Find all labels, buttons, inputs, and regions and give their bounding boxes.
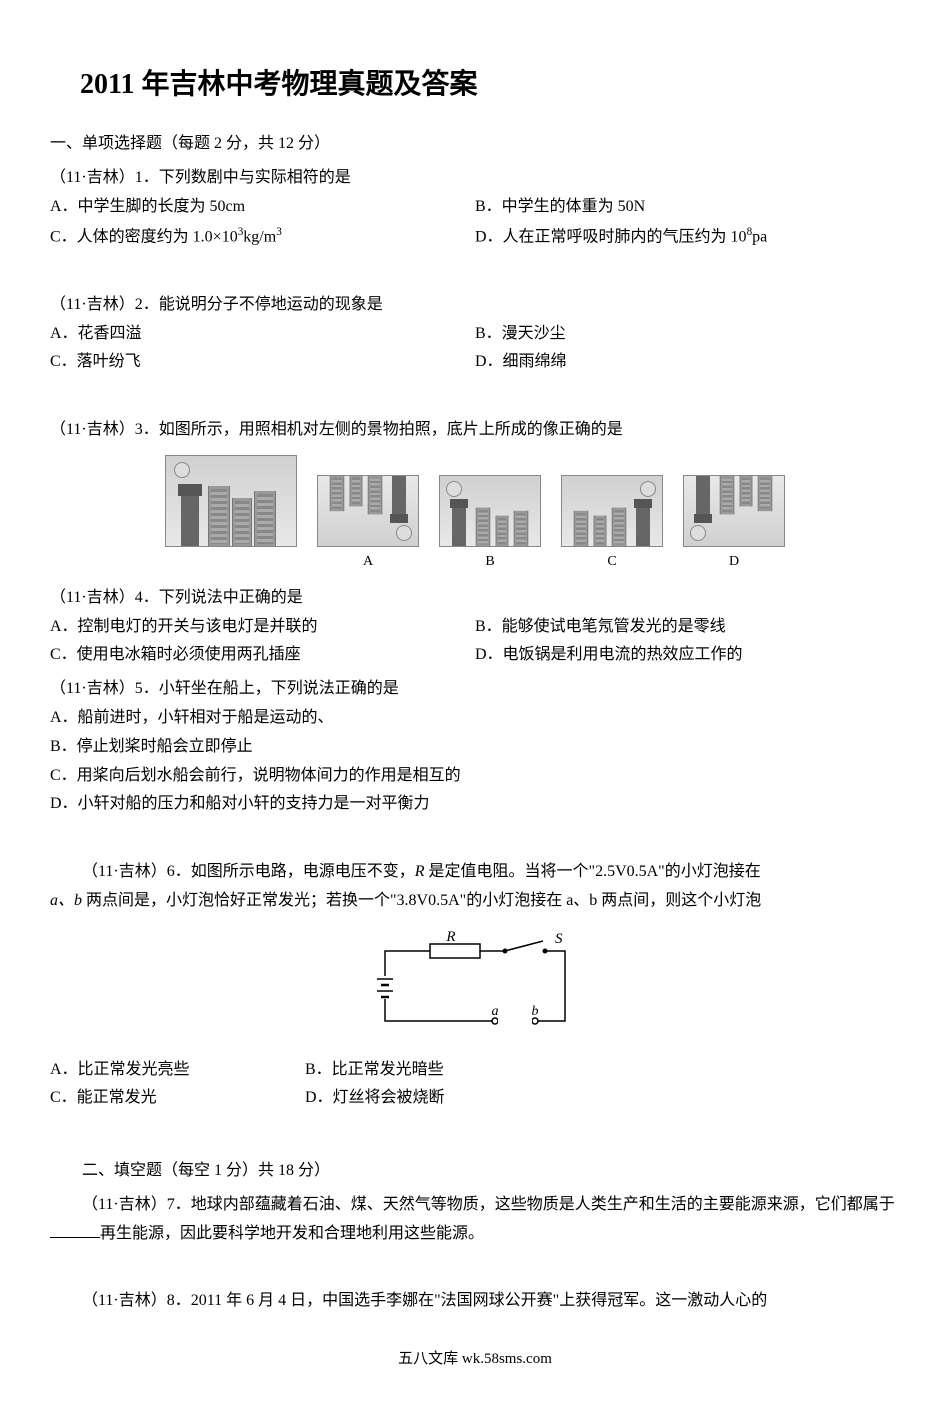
- q4-option-d: D．电饭锅是利用电流的热效应工作的: [475, 641, 900, 670]
- q5-option-d: D．小轩对船的压力和船对小轩的支持力是一对平衡力: [50, 790, 900, 819]
- q1-option-d: D．人在正常呼吸时肺内的气压约为 108pa: [475, 222, 900, 252]
- question-6: （11·吉林）6．如图所示电路，电源电压不变，R 是定值电阻。当将一个"2.5V…: [50, 858, 900, 1113]
- q4-option-a: A．控制电灯的开关与该电灯是并联的: [50, 613, 475, 642]
- q1-option-a: A．中学生脚的长度为 50cm: [50, 193, 475, 222]
- question-1: （11·吉林）1．下列数剧中与实际相符的是 A．中学生脚的长度为 50cm B．…: [50, 164, 900, 252]
- q2-option-d: D．细雨绵绵: [475, 348, 900, 377]
- q5-option-a: A．船前进时，小轩相对于船是运动的、: [50, 704, 900, 733]
- q1-option-c: C．人体的密度约为 1.0×103kg/m3: [50, 222, 475, 252]
- section-2-header: 二、填空题（每空 1 分）共 18 分）: [50, 1157, 900, 1186]
- q3-label-d: D: [683, 549, 785, 574]
- q3-prompt: （11·吉林）3．如图所示，用照相机对左侧的景物拍照，底片上所成的像正确的是: [50, 416, 900, 445]
- q7-blank: [50, 1221, 100, 1238]
- question-5: （11·吉林）5．小轩坐在船上，下列说法正确的是 A．船前进时，小轩相对于船是运…: [50, 675, 900, 819]
- q3-option-b-image: B: [439, 475, 541, 574]
- q3-option-c-image: C: [561, 475, 663, 574]
- circuit-diagram: R S a b: [355, 931, 595, 1041]
- q3-figure: A B C: [50, 455, 900, 574]
- q4-prompt: （11·吉林）4．下列说法中正确的是: [50, 584, 900, 613]
- q3-label-b: B: [439, 549, 541, 574]
- q3-scene-original: [165, 455, 297, 574]
- page-footer: 五八文库 wk.58sms.com: [50, 1346, 900, 1373]
- q1-prompt: （11·吉林）1．下列数剧中与实际相符的是: [50, 164, 900, 193]
- q2-prompt: （11·吉林）2．能说明分子不停地运动的现象是: [50, 291, 900, 320]
- page-title: 2011 年吉林中考物理真题及答案: [80, 60, 900, 110]
- q6-option-b: B．比正常发光暗些: [305, 1056, 645, 1085]
- q1-option-b: B．中学生的体重为 50N: [475, 193, 900, 222]
- q6-option-d: D．灯丝将会被烧断: [305, 1084, 645, 1113]
- q6-prompt: （11·吉林）6．如图所示电路，电源电压不变，R 是定值电阻。当将一个"2.5V…: [50, 858, 900, 887]
- circuit-s-label: S: [555, 931, 563, 947]
- q3-option-a-image: A: [317, 475, 419, 574]
- q4-option-b: B．能够使试电笔氖管发光的是零线: [475, 613, 900, 642]
- q3-option-d-image: D: [683, 475, 785, 574]
- q2-option-a: A．花香四溢: [50, 320, 475, 349]
- q2-option-b: B．漫天沙尘: [475, 320, 900, 349]
- circuit-r-label: R: [445, 931, 455, 945]
- question-7: （11·吉林）7．地球内部蕴藏着石油、煤、天然气等物质，这些物质是人类生产和生活…: [50, 1191, 900, 1249]
- q5-option-b: B．停止划桨时船会立即停止: [50, 733, 900, 762]
- question-2: （11·吉林）2．能说明分子不停地运动的现象是 A．花香四溢 B．漫天沙尘 C．…: [50, 291, 900, 377]
- q5-prompt: （11·吉林）5．小轩坐在船上，下列说法正确的是: [50, 675, 900, 704]
- q3-label-c: C: [561, 549, 663, 574]
- q6-circuit-figure: R S a b: [50, 931, 900, 1041]
- q4-option-c: C．使用电冰箱时必须使用两孔插座: [50, 641, 475, 670]
- circuit-a-label: a: [492, 1004, 499, 1019]
- q3-label-a: A: [317, 549, 419, 574]
- q6-option-a: A．比正常发光亮些: [50, 1056, 305, 1085]
- question-3: （11·吉林）3．如图所示，用照相机对左侧的景物拍照，底片上所成的像正确的是 A: [50, 416, 900, 574]
- question-4: （11·吉林）4．下列说法中正确的是 A．控制电灯的开关与该电灯是并联的 B．能…: [50, 584, 900, 670]
- question-8: （11·吉林）8．2011 年 6 月 4 日，中国选手李娜在"法国网球公开赛"…: [50, 1287, 900, 1316]
- q5-option-c: C．用桨向后划水船会前行，说明物体间力的作用是相互的: [50, 762, 900, 791]
- q6-prompt-line2: a、b 两点间是，小灯泡恰好正常发光；若换一个"3.8V0.5A"的小灯泡接在 …: [50, 887, 900, 916]
- circuit-b-label: b: [532, 1004, 539, 1019]
- q2-option-c: C．落叶纷飞: [50, 348, 475, 377]
- section-1-header: 一、单项选择题（每题 2 分，共 12 分）: [50, 130, 900, 159]
- q6-option-c: C．能正常发光: [50, 1084, 305, 1113]
